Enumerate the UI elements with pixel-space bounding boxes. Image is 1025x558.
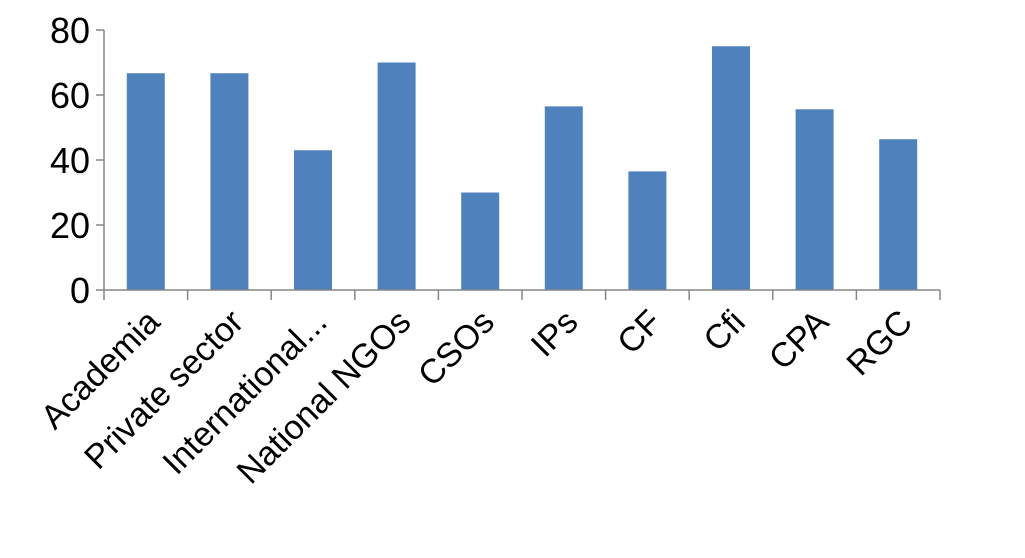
bar-2 — [294, 150, 332, 290]
y-tick-label-1: 20 — [50, 205, 90, 246]
y-tick-labels: 0 20 40 60 80 — [50, 10, 90, 311]
axes-group — [96, 29, 941, 300]
bar-5 — [544, 106, 583, 291]
x-tick-label-9: RGC — [840, 303, 920, 383]
bar-7 — [712, 46, 750, 290]
bar-9 — [879, 139, 918, 290]
bar-8 — [795, 109, 834, 290]
x-tick-label-4: CSOs — [411, 303, 502, 394]
bar-1 — [210, 73, 249, 290]
y-tick-label-0: 0 — [70, 270, 90, 311]
bar-6 — [628, 171, 667, 291]
y-tick-label-3: 60 — [50, 75, 90, 116]
x-tick-label-5: IPs — [524, 303, 586, 365]
y-tick-label-2: 40 — [50, 140, 90, 181]
bar-4 — [461, 192, 500, 290]
bars-group — [126, 46, 918, 291]
bar-0 — [126, 73, 165, 290]
x-tick-label-7: Cfi — [696, 303, 752, 359]
y-tick-label-4: 80 — [50, 10, 90, 51]
x-tick-label-6: CF — [610, 303, 669, 362]
x-tick-label-8: CPA — [762, 303, 837, 378]
bar-3 — [377, 62, 416, 290]
